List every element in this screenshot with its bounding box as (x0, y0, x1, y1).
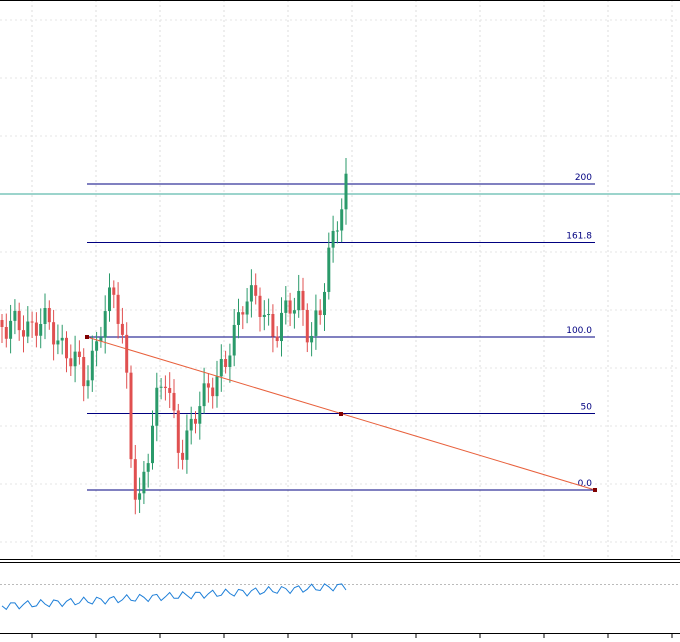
candle-body (69, 358, 73, 367)
candle-body (0, 320, 4, 327)
candle-body (258, 295, 262, 317)
candle-body (90, 350, 94, 381)
candle-body (176, 410, 180, 453)
candle-body (280, 312, 283, 342)
candle-body (22, 330, 25, 337)
candle-body (215, 376, 219, 397)
fibonacci-levels: 200 161.8 100.0 50 0.0 (87, 173, 595, 491)
candle-body (202, 383, 206, 407)
candle-body (198, 406, 202, 424)
time-ticks (31, 633, 673, 638)
grid (0, 0, 680, 558)
candle-body (228, 355, 232, 367)
candle-body (262, 314, 266, 317)
candle-body (73, 351, 77, 367)
candle-body (301, 290, 305, 310)
candle-body (99, 337, 103, 342)
candle-body (133, 459, 137, 500)
candle-body (288, 300, 292, 314)
candle-body (189, 418, 193, 431)
indicator-line (1, 583, 347, 611)
candle-body (13, 310, 17, 321)
candle-body (138, 493, 142, 500)
candle-body (271, 314, 275, 337)
candle-body (129, 372, 133, 460)
candle-body (17, 310, 21, 331)
candle-body (60, 337, 64, 341)
candle-body (108, 287, 111, 312)
candle-body (219, 358, 223, 377)
candle-body (112, 287, 116, 295)
candle-body (237, 312, 240, 325)
candle-body (155, 387, 159, 426)
candle-body (120, 323, 124, 335)
candle-body (30, 321, 34, 323)
candles (0, 157, 348, 515)
candle-body (82, 357, 86, 387)
candle-body (116, 294, 120, 324)
candle-body (52, 322, 56, 345)
candle-body (232, 324, 236, 356)
candle-body (142, 471, 146, 494)
candle-body (344, 173, 348, 210)
candle-body (125, 334, 129, 373)
candle-body (103, 311, 107, 338)
candle-body (331, 230, 335, 248)
candle-body (241, 312, 245, 315)
candle-body (224, 358, 228, 367)
candle-body (9, 320, 13, 339)
candle-body (206, 383, 210, 388)
candle-body (323, 291, 326, 316)
candle-body (310, 335, 314, 343)
candle-body (39, 323, 43, 336)
candle-body (86, 380, 90, 387)
fib-label: 200 (575, 173, 592, 183)
anchor-point (593, 488, 597, 492)
candle-body (185, 430, 189, 460)
candle-body (335, 230, 339, 232)
candle-body (314, 310, 318, 336)
candle-body (43, 307, 47, 324)
candle-body (305, 309, 309, 343)
candle-body (26, 321, 30, 337)
candle-body (95, 341, 99, 351)
candle-body (77, 351, 81, 358)
candle-body (47, 307, 51, 323)
candle-body (327, 247, 331, 292)
candle-body (65, 337, 68, 359)
candle-body (194, 418, 197, 424)
candle-body (297, 290, 301, 311)
candle-body (168, 388, 172, 393)
candle-body (146, 463, 150, 472)
candle-body (318, 310, 322, 316)
fib-label: 50 (581, 403, 593, 413)
candle-body (211, 387, 215, 397)
candle-body (4, 327, 8, 339)
candle-body (340, 209, 344, 231)
candle-body (181, 452, 185, 460)
candle-body (245, 301, 249, 315)
candle-body (34, 322, 38, 336)
fib-label: 161.8 (566, 231, 592, 241)
fib-label: 100.0 (566, 326, 592, 336)
candle-body (254, 285, 258, 296)
candle-body (267, 314, 271, 316)
candle-body (163, 386, 167, 389)
anchor-point (85, 335, 89, 339)
candle-body (151, 425, 154, 464)
candle-body (275, 336, 279, 342)
candle-body (292, 310, 296, 314)
candle-body (284, 300, 288, 313)
candle-body (249, 285, 253, 302)
candle-body (172, 392, 176, 411)
candle-body (159, 386, 163, 388)
candle-body (56, 340, 60, 345)
anchor-point (339, 412, 343, 416)
fib-label: 0.0 (578, 479, 593, 489)
